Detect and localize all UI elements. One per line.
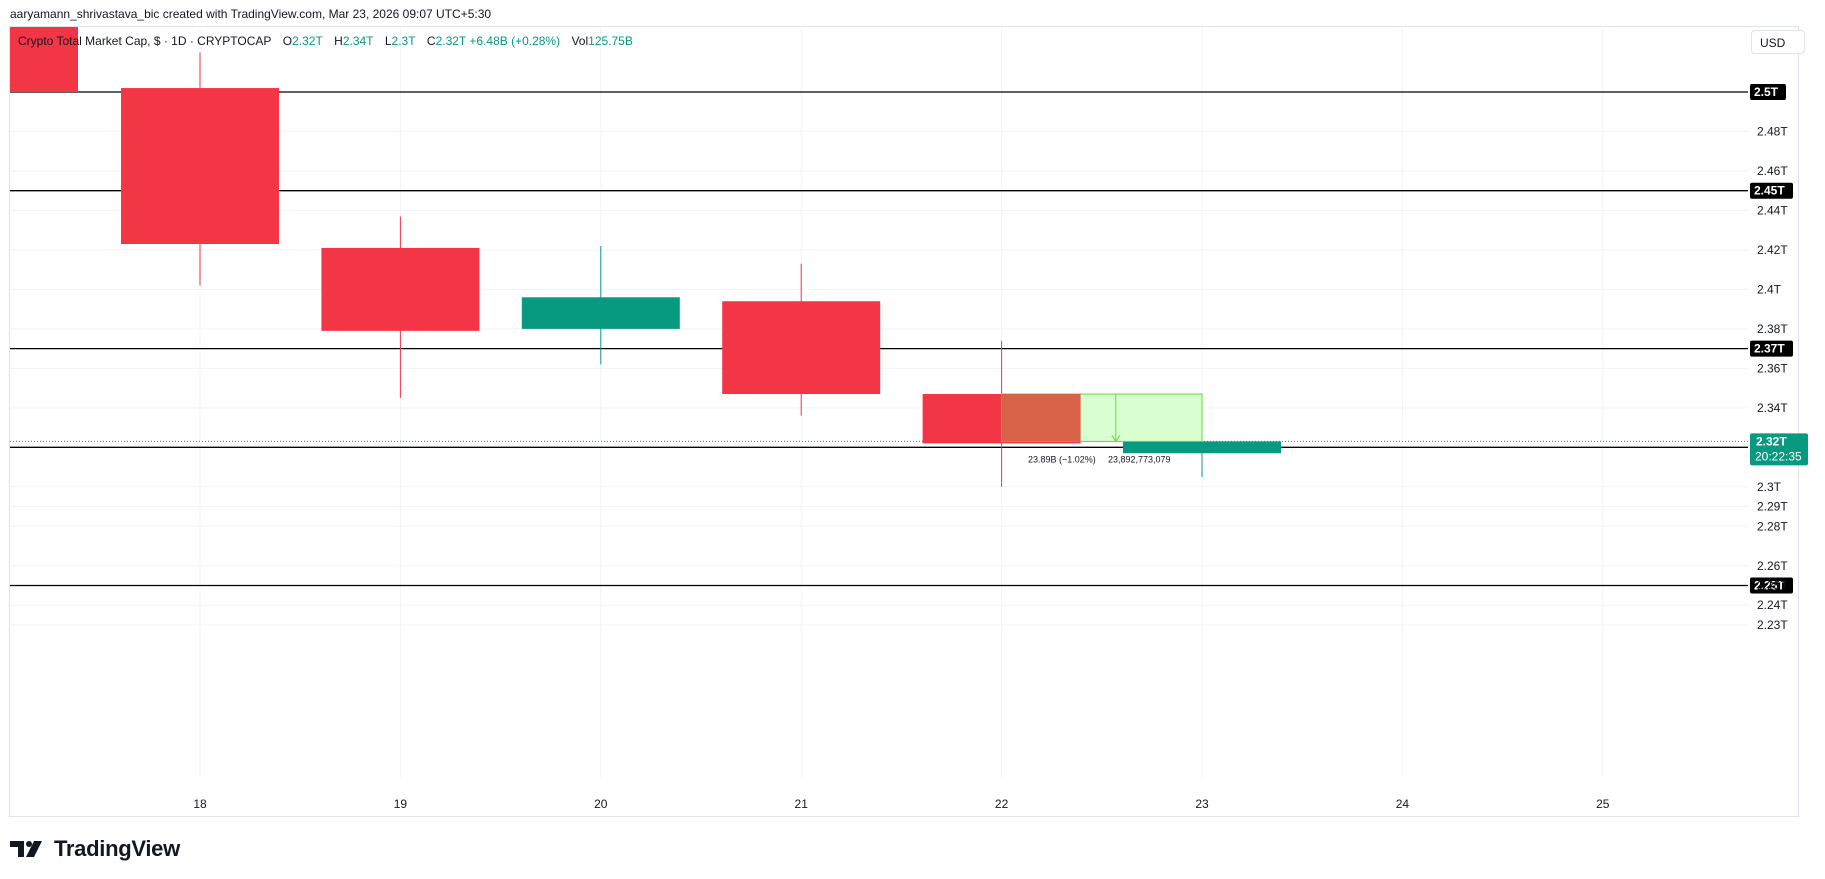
y-tick-label: 2.44T: [1757, 203, 1788, 217]
currency-button[interactable]: USD: [1751, 30, 1805, 54]
price-axis: 2.48T 2.46T 2.44T 2.42T 2.4T 2.38T 2.36T 2.34T 2…: [1757, 124, 1788, 632]
level-price-tag: [1750, 84, 1786, 100]
level-price-label: 2.45T: [1754, 184, 1785, 198]
y-tick-label: 2.42T: [1757, 243, 1788, 257]
level-price-tag: [1750, 577, 1793, 594]
x-tick-label: 19: [394, 797, 408, 811]
x-tick-label: 25: [1596, 797, 1610, 811]
level-price-tag: [1750, 340, 1793, 357]
y-tick-label: 2.46T: [1757, 164, 1788, 178]
y-tick-label: 2.48T: [1757, 124, 1788, 138]
x-tick-label: 18: [193, 797, 207, 811]
volume-label: Vol: [571, 34, 589, 48]
y-tick-label: 2.29T: [1757, 500, 1788, 514]
candles: [10, 27, 1281, 487]
brand-name: TradingView: [54, 836, 180, 861]
open-label: O: [282, 34, 293, 48]
measure-overlap: [1001, 394, 1081, 442]
candle-body[interactable]: [521, 297, 680, 329]
candle-body[interactable]: [722, 301, 881, 395]
y-tick-label: 2.23T: [1757, 618, 1788, 632]
chart-pane[interactable]: [9, 26, 1799, 817]
y-tick-label: 2.36T: [1757, 361, 1788, 375]
tradingview-logo: TradingView: [10, 836, 180, 862]
countdown-timer: 20:22:35: [1755, 449, 1802, 463]
measure-change-text: 23.89B (−1.02%): [1028, 454, 1096, 464]
high-label: H: [334, 34, 343, 48]
x-tick-label: 23: [1195, 797, 1209, 811]
y-tick-label: 2.34T: [1757, 401, 1788, 415]
x-tick-label: 20: [594, 797, 608, 811]
close-label: C: [426, 34, 436, 48]
measure-arrow-head: [1111, 435, 1121, 443]
y-tick-label: 2.24T: [1757, 598, 1788, 612]
candle-body[interactable]: [1123, 441, 1281, 454]
y-tick-label: 2.25T: [1757, 579, 1788, 593]
candle-body[interactable]: [121, 88, 279, 244]
low-value: 2.3T: [391, 34, 416, 48]
x-tick-label: 21: [795, 797, 809, 811]
y-tick-label: 2.28T: [1757, 519, 1788, 533]
level-price-label: 2.25T: [1754, 579, 1785, 593]
candle-body[interactable]: [321, 247, 480, 331]
low-label: L: [384, 34, 392, 48]
current-price-value: 2.32T: [1756, 434, 1787, 448]
chart-credit: aaryamann_shrivastava_bic created with T…: [10, 7, 492, 21]
level-price-label: 2.37T: [1754, 342, 1785, 356]
open-value: 2.32T: [292, 34, 323, 48]
tradingview-logo-icon: [10, 841, 42, 857]
close-value: 2.32T: [435, 34, 467, 48]
high-value: 2.34T: [342, 34, 374, 48]
time-axis: 18 19 20 21 22 23 24 25: [193, 797, 1609, 811]
candle-body-partial[interactable]: [10, 27, 78, 92]
measure-value-text: 23,892,773,079: [1108, 454, 1171, 464]
price-range-measure: 23.89B (−1.02%) 23,892,773,079: [1001, 393, 1203, 464]
volume-value: 125.75B: [588, 34, 633, 48]
y-tick-label: 2.38T: [1757, 322, 1788, 336]
x-tick-label: 24: [1396, 797, 1410, 811]
y-tick-label: 2.3T: [1757, 480, 1782, 494]
y-tick-label: 2.26T: [1757, 559, 1788, 573]
symbol-name[interactable]: Crypto Total Market Cap, $ · 1D · CRYPTO…: [18, 34, 272, 48]
level-price-label: 2.5T: [1754, 85, 1779, 99]
symbol-legend[interactable]: Crypto Total Market Cap, $ · 1D · CRYPTO…: [18, 34, 641, 48]
change-value: +6.48B (+0.28%): [469, 34, 561, 48]
level-price-tag: [1750, 182, 1793, 199]
y-tick-label: 2.4T: [1757, 282, 1782, 296]
current-price-tag: [1750, 433, 1808, 466]
x-tick-label: 22: [995, 797, 1009, 811]
